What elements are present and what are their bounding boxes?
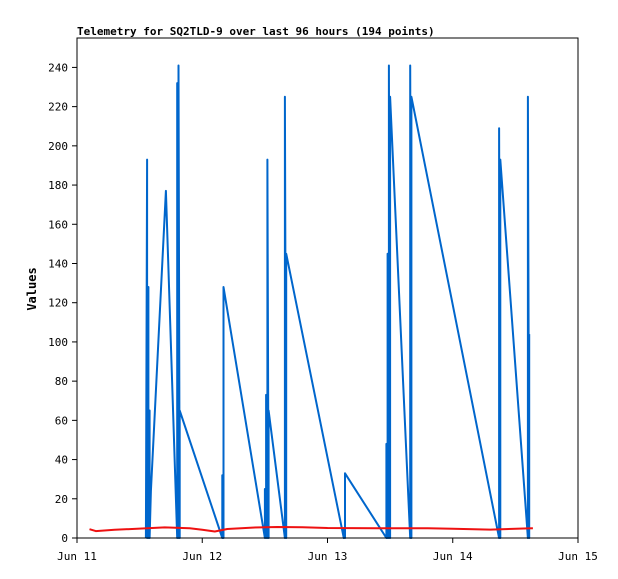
x-tick-label: Jun 14	[433, 550, 473, 563]
series-line-blue	[144, 64, 531, 539]
x-axis: Jun 11 Jun 12 Jun 13 Jun 14 Jun 15	[57, 538, 598, 563]
y-axis: 0 20 40 60 80 100 120 140 160 180 200 220 240	[48, 61, 77, 545]
y-tick-label: 120	[48, 297, 68, 310]
chart-title: Telemetry for SQ2TLD-9 over last 96 hour…	[77, 25, 435, 38]
y-tick-label: 80	[55, 375, 68, 388]
y-tick-label: 40	[55, 454, 68, 467]
x-tick-label: Jun 15	[558, 550, 598, 563]
series-line-red	[89, 526, 533, 533]
y-tick-label: 200	[48, 140, 68, 153]
x-tick-label: Jun 13	[308, 550, 348, 563]
y-axis-label: Values	[25, 267, 39, 310]
y-tick-label: 180	[48, 179, 68, 192]
x-tick-label: Jun 11	[57, 550, 97, 563]
y-tick-label: 60	[55, 414, 68, 427]
y-tick-label: 20	[55, 493, 68, 506]
x-tick-label: Jun 12	[182, 550, 222, 563]
y-tick-label: 100	[48, 336, 68, 349]
y-tick-label: 240	[48, 61, 68, 74]
series-group	[89, 64, 533, 539]
y-tick-label: 0	[61, 532, 68, 545]
y-tick-label: 160	[48, 218, 68, 231]
y-tick-label: 220	[48, 101, 68, 114]
y-tick-label: 140	[48, 257, 68, 270]
